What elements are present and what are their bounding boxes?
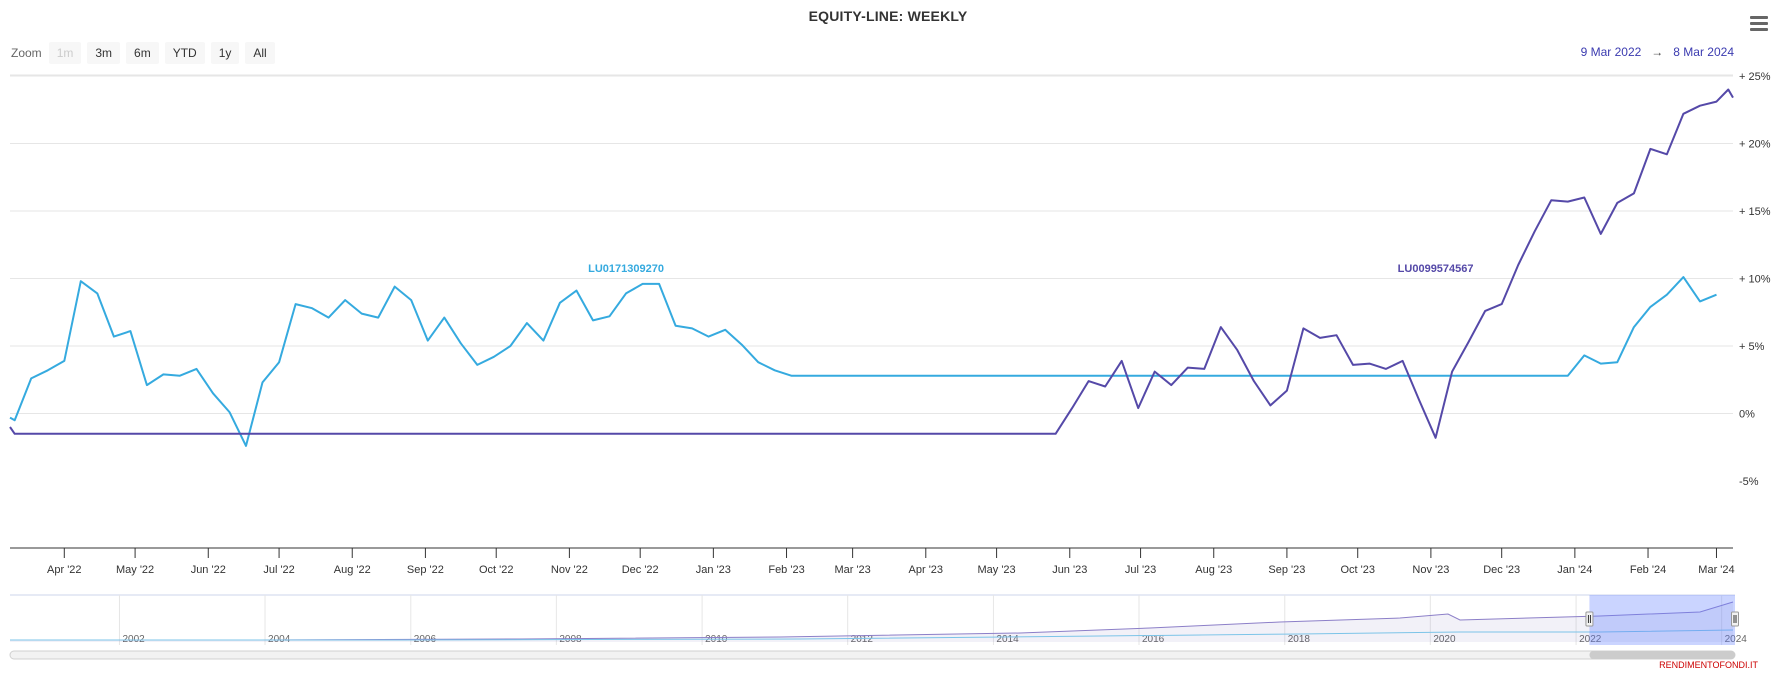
range-arrow-icon: → bbox=[1651, 45, 1664, 59]
zoom-all-button[interactable]: All bbox=[245, 42, 275, 64]
x-tick-label: Mar '24 bbox=[1698, 564, 1734, 576]
zoom-selector: Zoom 1m 3m 6m YTD 1y All bbox=[11, 42, 281, 64]
series-lines bbox=[9, 88, 1734, 447]
x-tick-label: Jul '22 bbox=[263, 564, 294, 576]
navigator: 2002200420062008201020122014201620182020… bbox=[9, 594, 1748, 660]
series-line-LU0099574567 bbox=[9, 88, 1734, 439]
range-from-input[interactable]: 9 Mar 2022 bbox=[1580, 45, 1642, 59]
series-label: LU0099574567 bbox=[1398, 263, 1474, 275]
x-tick-label: Apr '23 bbox=[909, 564, 944, 576]
scrollbar-track bbox=[9, 650, 1736, 660]
x-tick-label: Dec '22 bbox=[622, 564, 659, 576]
x-tick-label: Aug '23 bbox=[1195, 564, 1232, 576]
y-tick-label: + 25% bbox=[1739, 71, 1771, 83]
zoom-label: Zoom bbox=[11, 46, 42, 60]
y-tick-label: + 10% bbox=[1739, 274, 1771, 286]
y-tick-label: + 15% bbox=[1739, 206, 1771, 218]
navigator-series-blue bbox=[10, 629, 1734, 641]
x-tick-label: Oct '22 bbox=[479, 564, 514, 576]
x-tick-label: Feb '24 bbox=[1630, 564, 1666, 576]
y-axis: -5% 0% + 5% + 10% + 15% + 20% + 25% bbox=[1739, 71, 1771, 488]
navigator-series-purple bbox=[10, 601, 1734, 641]
series-labels: LU0171309270 LU0099574567 bbox=[588, 263, 1473, 275]
x-tick-label: Feb '23 bbox=[768, 564, 804, 576]
x-tick-label: Sep '23 bbox=[1268, 564, 1305, 576]
y-tick-label: + 5% bbox=[1739, 341, 1765, 353]
date-range: 9 Mar 2022 → 8 Mar 2024 bbox=[1581, 45, 1734, 59]
navigator-area bbox=[10, 602, 1733, 642]
zoom-1y-button[interactable]: 1y bbox=[210, 42, 240, 64]
y-tick-label: + 20% bbox=[1739, 139, 1771, 151]
grid-lines bbox=[10, 74, 1733, 414]
hamburger-menu-icon[interactable] bbox=[1750, 16, 1768, 32]
navigator-tick-label: 2014 bbox=[996, 634, 1019, 645]
navigator-tick-label: 2018 bbox=[1288, 634, 1311, 645]
series-line-LU0171309270 bbox=[9, 276, 1717, 447]
x-tick-label: Jan '23 bbox=[696, 564, 731, 576]
x-tick-label: Jun '22 bbox=[191, 564, 226, 576]
x-tick-label: May '22 bbox=[116, 564, 154, 576]
zoom-3m-button[interactable]: 3m bbox=[87, 42, 121, 64]
x-tick-label: May '23 bbox=[978, 564, 1016, 576]
range-to-input[interactable]: 8 Mar 2024 bbox=[1673, 45, 1734, 59]
zoom-6m-button[interactable]: 6m bbox=[126, 42, 159, 64]
navigator-tick-label: 2022 bbox=[1579, 634, 1602, 645]
scrollbar-thumb bbox=[1589, 651, 1735, 659]
x-tick-label: Apr '22 bbox=[47, 564, 82, 576]
x-tick-label: Oct '23 bbox=[1340, 564, 1375, 576]
y-tick-label: 0% bbox=[1739, 409, 1755, 421]
x-axis: Apr '22 May '22 Jun '22 Jul '22 Aug '22 Sep '… bbox=[10, 547, 1735, 576]
zoom-1m-button[interactable]: 1m bbox=[48, 42, 82, 64]
x-tick-label: Nov '23 bbox=[1412, 564, 1449, 576]
x-tick-label: Aug '22 bbox=[334, 564, 371, 576]
navigator-handle bbox=[1585, 611, 1594, 627]
navigator-tick-label: 2012 bbox=[851, 634, 874, 645]
credit-text: RENDIMENTOFONDI.IT bbox=[1659, 660, 1758, 670]
chart-title: EQUITY-LINE: WEEKLY bbox=[808, 8, 968, 24]
x-tick-label: Mar '23 bbox=[834, 564, 870, 576]
x-tick-label: Sep '22 bbox=[407, 564, 444, 576]
x-tick-label: Dec '23 bbox=[1483, 564, 1520, 576]
x-tick-label: Jul '23 bbox=[1125, 564, 1156, 576]
navigator-tick-label: 2020 bbox=[1433, 634, 1456, 645]
navigator-selection bbox=[1589, 595, 1735, 645]
x-tick-label: Jun '23 bbox=[1052, 564, 1087, 576]
navigator-handle bbox=[1731, 611, 1739, 627]
navigator-tick-label: 2016 bbox=[1142, 634, 1165, 645]
x-tick-label: Jan '24 bbox=[1557, 564, 1592, 576]
zoom-ytd-button[interactable]: YTD bbox=[164, 42, 205, 64]
series-label: LU0171309270 bbox=[588, 263, 664, 275]
y-tick-label: -5% bbox=[1739, 476, 1759, 488]
navigator-tick-label: 2024 bbox=[1725, 634, 1748, 645]
x-tick-label: Nov '22 bbox=[551, 564, 588, 576]
